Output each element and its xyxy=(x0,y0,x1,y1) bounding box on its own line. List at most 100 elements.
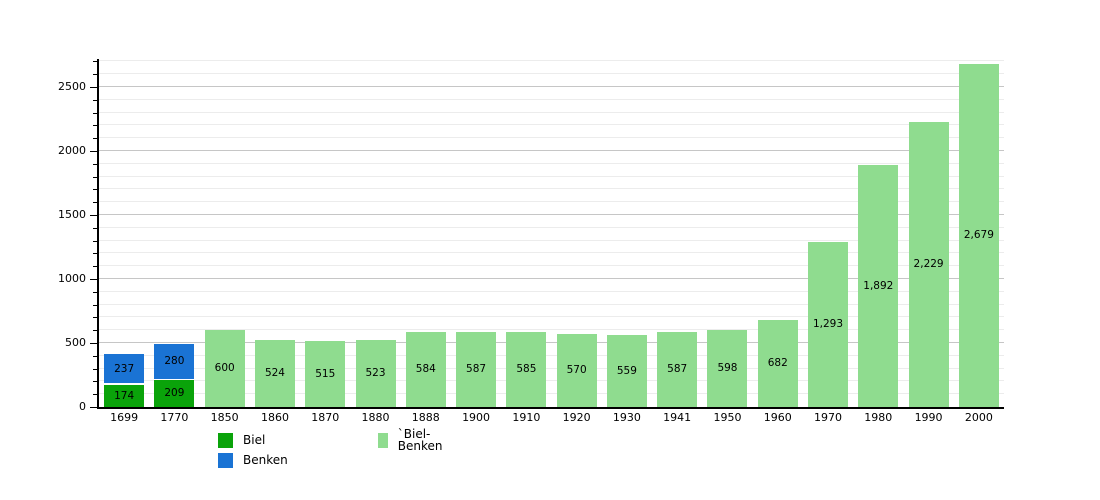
x-tick-label: 1950 xyxy=(713,411,742,424)
bar-value-label: 237 xyxy=(114,362,135,375)
y-axis-minor-tick xyxy=(93,317,97,319)
legend-column-2: `Biel-Benken xyxy=(378,427,448,453)
gridline-minor xyxy=(99,329,1004,331)
gridline-minor xyxy=(99,175,1004,177)
x-tick-label: 1880 xyxy=(361,411,390,424)
x-tick-label: 1770 xyxy=(160,411,189,424)
x-tick-label: 1970 xyxy=(814,411,842,424)
bar-value-label: 524 xyxy=(264,367,285,380)
bar-value-label: 585 xyxy=(516,363,537,376)
bar-bielbenken-1850: 600 xyxy=(204,330,245,407)
bar-biel-1770: 209 xyxy=(154,380,195,407)
x-tick-label: 1980 xyxy=(864,411,893,424)
y-axis-minor-tick xyxy=(93,291,97,293)
x-tick-label: 1920 xyxy=(562,411,591,424)
y-axis-minor-tick xyxy=(93,394,97,396)
x-tick-label: 2000 xyxy=(964,411,993,424)
bar-bielbenken-1930: 559 xyxy=(606,335,647,407)
bar-bielbenken-1950: 598 xyxy=(707,330,748,407)
bar-benken-1770: 280 xyxy=(154,344,195,379)
y-axis-major-tick xyxy=(90,87,97,89)
gridline-minor xyxy=(99,137,1004,139)
x-tick-label: 1699 xyxy=(110,411,139,424)
bar-bielbenken-1941: 587 xyxy=(657,331,698,407)
gridline-minor xyxy=(99,252,1004,254)
bar-value-label: 2,679 xyxy=(963,229,994,242)
y-axis-minor-tick xyxy=(93,304,97,306)
y-axis-major-tick xyxy=(90,343,97,344)
bar-value-label: 174 xyxy=(114,389,135,402)
bar-bielbenken-1980: 1,892 xyxy=(858,164,899,407)
legend-label-biel-benken: `Biel-Benken xyxy=(397,427,443,453)
legend-item-biel: Biel xyxy=(218,430,288,450)
bar-bielbenken-2000: 2,679 xyxy=(958,64,999,407)
bar-bielbenken-1990: 2,229 xyxy=(908,121,949,407)
bar-value-label: 1,293 xyxy=(812,318,844,330)
x-tick-label: 1990 xyxy=(914,411,943,424)
bar-bielbenken-1920: 570 xyxy=(556,334,597,407)
legend-column-1: Biel Benken xyxy=(218,430,288,470)
bar-value-label: 682 xyxy=(767,357,788,370)
y-axis-minor-tick xyxy=(93,240,97,242)
y-axis-minor-tick xyxy=(93,74,97,76)
x-tick-label: 1888 xyxy=(411,411,440,424)
y-tick-label: 2000 xyxy=(58,144,86,158)
bar-biel-1699: 174 xyxy=(104,384,145,407)
bar-benken-1699: 237 xyxy=(104,354,145,384)
bar-value-label: 2,229 xyxy=(913,258,944,271)
y-axis-minor-tick xyxy=(93,125,97,127)
y-axis-minor-tick xyxy=(93,99,97,101)
bar-bielbenken-1910: 585 xyxy=(506,332,547,407)
x-tick-label: 1900 xyxy=(462,411,491,424)
y-tick-label: 1000 xyxy=(58,272,86,285)
gridline-minor xyxy=(99,201,1004,203)
gridline-minor xyxy=(99,303,1004,305)
y-axis-minor-tick xyxy=(93,112,97,114)
plot-area: 174 237 209 280 600 524 515 523 584 587 585 570 559 5… xyxy=(97,59,1004,409)
gridline-major xyxy=(99,150,1004,152)
y-axis-minor-tick xyxy=(93,381,97,383)
gridline-minor xyxy=(99,73,1004,75)
gridline-minor xyxy=(99,188,1004,190)
y-axis-minor-tick xyxy=(93,138,97,140)
x-tick-label: 1850 xyxy=(210,411,239,424)
gridline-major xyxy=(99,342,1004,344)
legend-swatch-benken xyxy=(218,452,233,468)
legend-swatch-biel xyxy=(218,432,233,448)
legend-swatch-biel-benken xyxy=(378,432,388,448)
bar-value-label: 523 xyxy=(365,367,386,380)
y-tick-label: 500 xyxy=(65,336,86,349)
bar-bielbenken-1960: 682 xyxy=(757,319,798,407)
gridline-minor xyxy=(99,354,1004,356)
bar-bielbenken-1870: 515 xyxy=(305,341,346,407)
y-axis-minor-tick xyxy=(93,368,97,370)
gridline-major xyxy=(99,86,1004,88)
y-axis-minor-tick xyxy=(93,227,97,229)
bar-value-label: 209 xyxy=(164,387,185,400)
gridline-minor xyxy=(99,316,1004,318)
x-tick-label: 1910 xyxy=(512,411,541,424)
gridline-minor xyxy=(99,367,1004,369)
gridline-minor xyxy=(99,380,1004,382)
y-tick-label: 1500 xyxy=(58,208,86,222)
bar-bielbenken-1970: 1,293 xyxy=(808,241,849,407)
gridline-minor xyxy=(99,265,1004,267)
bar-value-label: 280 xyxy=(164,355,185,368)
bar-value-label: 1,892 xyxy=(863,279,894,292)
bar-value-label: 559 xyxy=(616,364,637,377)
bar-value-label: 584 xyxy=(415,363,436,376)
bar-value-label: 587 xyxy=(667,363,688,376)
gridline-minor xyxy=(99,60,1004,62)
bar-value-label: 598 xyxy=(717,362,738,375)
bar-value-label: 515 xyxy=(315,367,336,380)
y-axis-major-tick xyxy=(90,215,97,217)
y-axis-major-tick xyxy=(90,279,97,280)
gridline-major xyxy=(99,278,1004,280)
y-tick-label: 0 xyxy=(79,400,86,413)
gridline-minor xyxy=(99,111,1004,113)
gridline-minor xyxy=(99,226,1004,228)
legend-label-biel: Biel xyxy=(243,433,266,447)
y-axis-minor-tick xyxy=(93,189,97,191)
y-axis-minor-tick xyxy=(93,202,97,204)
